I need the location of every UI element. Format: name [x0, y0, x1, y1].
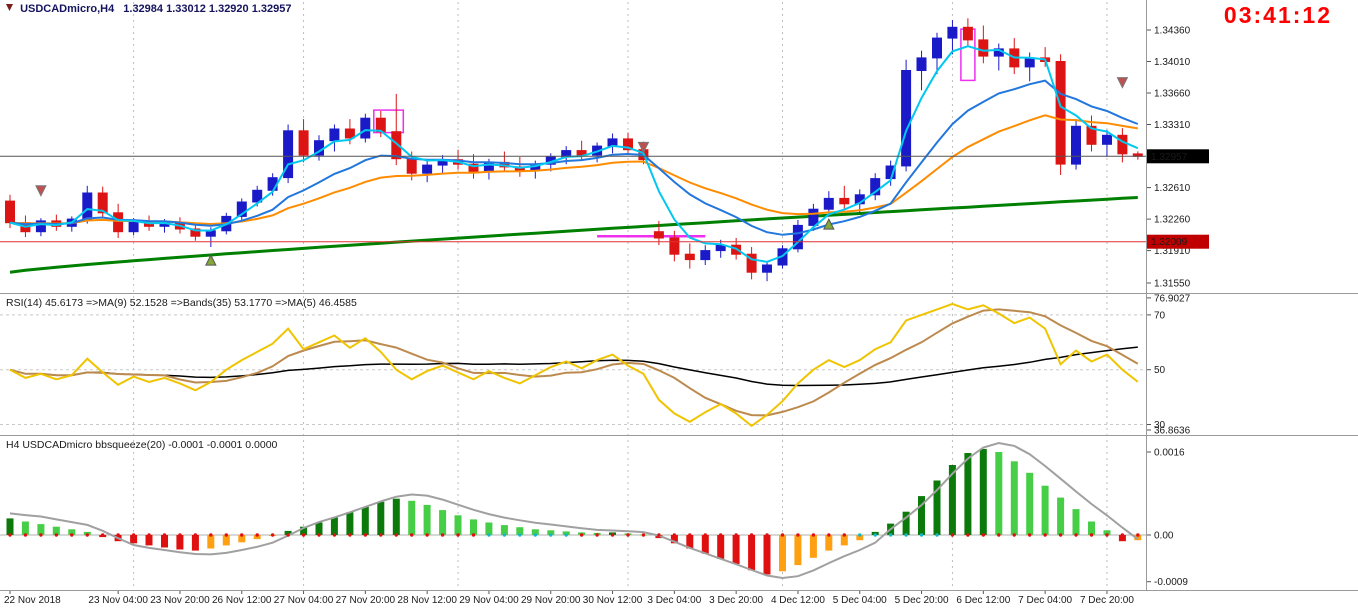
svg-text:1.34360: 1.34360	[1154, 26, 1191, 37]
svg-text:1.31910: 1.31910	[1154, 246, 1191, 257]
svg-text:23 Nov 04:00: 23 Nov 04:00	[88, 595, 148, 606]
svg-text:50: 50	[1154, 365, 1166, 376]
svg-text:1.32957: 1.32957	[1151, 152, 1188, 163]
svg-text:3 Dec 20:00: 3 Dec 20:00	[709, 595, 763, 606]
svg-text:1.33660: 1.33660	[1154, 89, 1191, 100]
svg-text:3 Dec 04:00: 3 Dec 04:00	[647, 595, 701, 606]
svg-text:7 Dec 20:00: 7 Dec 20:00	[1080, 595, 1134, 606]
svg-text:36.8636: 36.8636	[1154, 426, 1191, 437]
svg-text:26 Nov 12:00: 26 Nov 12:00	[212, 595, 272, 606]
svg-text:5 Dec 20:00: 5 Dec 20:00	[895, 595, 949, 606]
svg-text:22 Nov 2018: 22 Nov 2018	[4, 595, 61, 606]
svg-text:27 Nov 20:00: 27 Nov 20:00	[336, 595, 396, 606]
svg-text:7 Dec 04:00: 7 Dec 04:00	[1018, 595, 1072, 606]
svg-text:29 Nov 20:00: 29 Nov 20:00	[521, 595, 581, 606]
svg-text:23 Nov 20:00: 23 Nov 20:00	[150, 595, 210, 606]
svg-text:1.32009: 1.32009	[1151, 237, 1188, 248]
svg-text:76.9027: 76.9027	[1154, 293, 1191, 304]
svg-text:0.00: 0.00	[1154, 531, 1174, 542]
svg-text:0.0016: 0.0016	[1154, 448, 1185, 459]
svg-text:70: 70	[1154, 310, 1166, 321]
svg-text:6 Dec 12:00: 6 Dec 12:00	[956, 595, 1010, 606]
svg-text:1.33310: 1.33310	[1154, 120, 1191, 131]
svg-text:-0.0009: -0.0009	[1154, 577, 1188, 588]
svg-text:27 Nov 04:00: 27 Nov 04:00	[274, 595, 334, 606]
svg-text:1.32610: 1.32610	[1154, 183, 1191, 194]
svg-text:28 Nov 12:00: 28 Nov 12:00	[397, 595, 457, 606]
svg-text:1.31550: 1.31550	[1154, 279, 1191, 290]
svg-text:30: 30	[1154, 420, 1166, 431]
svg-text:4 Dec 12:00: 4 Dec 12:00	[771, 595, 825, 606]
svg-text:30 Nov 12:00: 30 Nov 12:00	[583, 595, 643, 606]
svg-text:1.32260: 1.32260	[1154, 215, 1191, 226]
svg-text:5 Dec 04:00: 5 Dec 04:00	[833, 595, 887, 606]
svg-text:1.34010: 1.34010	[1154, 57, 1191, 68]
svg-text:29 Nov 04:00: 29 Nov 04:00	[459, 595, 519, 606]
